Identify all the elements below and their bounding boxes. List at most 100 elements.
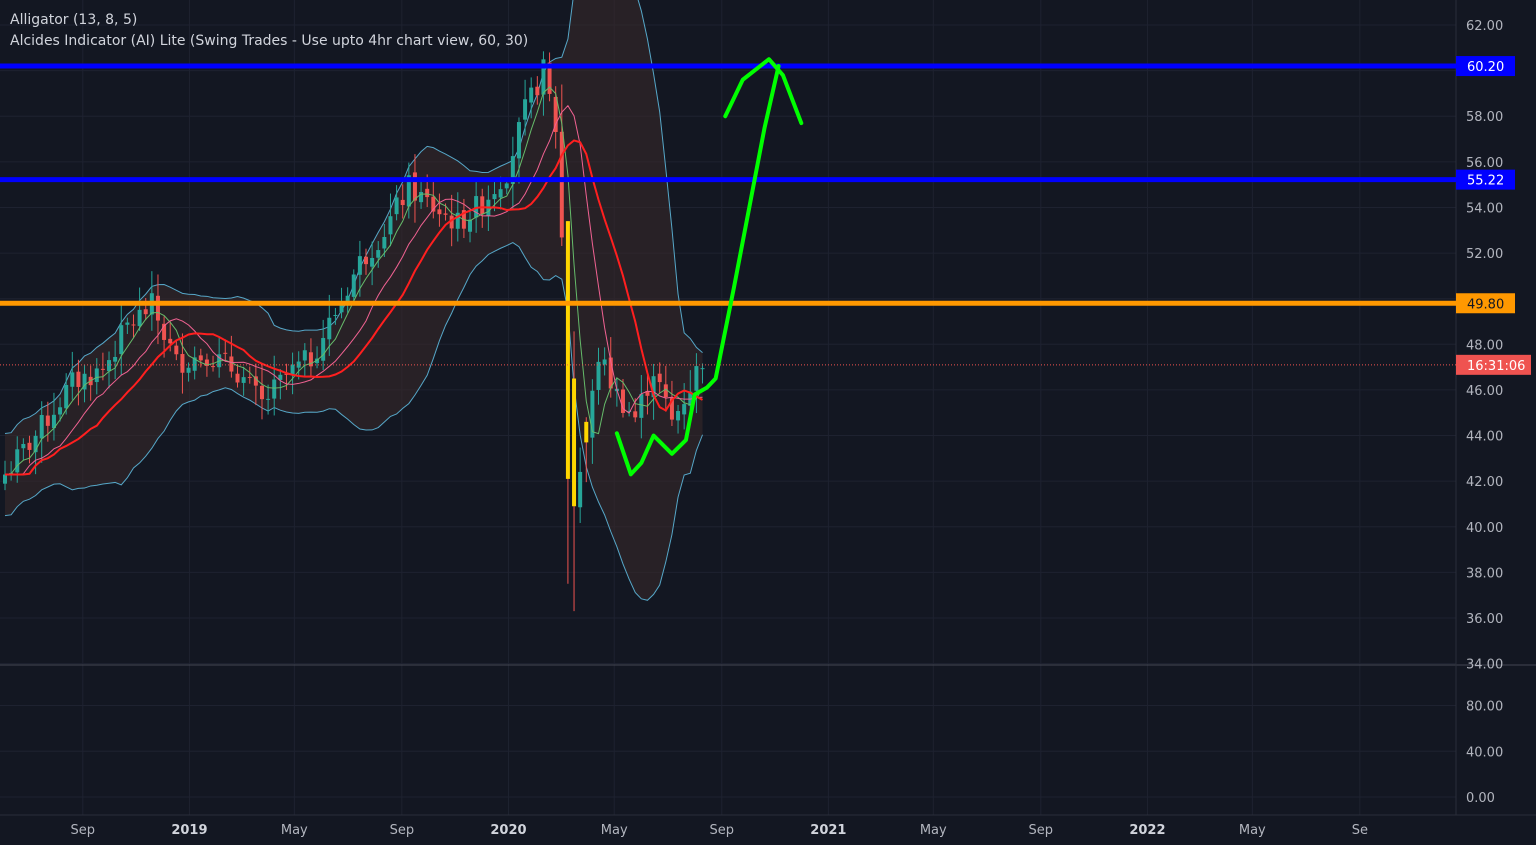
candle-body bbox=[321, 337, 326, 361]
candle-body bbox=[229, 356, 234, 372]
candle-body bbox=[174, 345, 179, 355]
candle-body bbox=[241, 377, 246, 383]
price-tick-label: 44.00 bbox=[1466, 430, 1503, 445]
candle-body bbox=[339, 301, 344, 313]
candle-body bbox=[516, 122, 521, 159]
price-tick-label: 62.00 bbox=[1466, 19, 1503, 34]
date-tick-label: Sep bbox=[710, 823, 735, 838]
candle-body bbox=[131, 324, 136, 326]
candle-body bbox=[27, 442, 32, 450]
date-tick-label: 2021 bbox=[810, 823, 846, 838]
candle-body bbox=[498, 189, 503, 198]
date-tick-label: Sep bbox=[71, 823, 96, 838]
candle-body bbox=[504, 183, 509, 189]
candle-body bbox=[76, 371, 81, 387]
candle-body bbox=[400, 199, 405, 206]
candle-body bbox=[449, 215, 454, 229]
candle-body bbox=[58, 407, 63, 415]
candle-body bbox=[510, 156, 515, 184]
price-tick-label: 46.00 bbox=[1466, 384, 1503, 399]
candle-body bbox=[211, 366, 216, 368]
candle-body bbox=[15, 449, 20, 473]
alligator-jaw bbox=[5, 139, 704, 476]
candle-body bbox=[302, 350, 307, 361]
candle-body bbox=[253, 376, 258, 386]
date-tick-label: 2022 bbox=[1129, 823, 1165, 838]
candle-body bbox=[119, 325, 124, 355]
date-tick-label: Sep bbox=[1029, 823, 1054, 838]
candle-body bbox=[529, 87, 534, 103]
price-tick-label: 38.00 bbox=[1466, 566, 1503, 581]
candle-body bbox=[351, 274, 356, 297]
projection-drawing[interactable] bbox=[614, 57, 804, 477]
candle-body bbox=[590, 390, 595, 438]
candle-body bbox=[168, 338, 173, 344]
candle-body bbox=[345, 295, 350, 303]
price-axis[interactable]: 62.0060.0058.0056.0054.0052.0050.0048.00… bbox=[1456, 19, 1531, 806]
price-tick-label: 56.00 bbox=[1466, 156, 1503, 171]
level-tag bbox=[1456, 169, 1515, 190]
candle-body bbox=[107, 360, 112, 372]
candle-body bbox=[21, 443, 26, 449]
candle-body bbox=[468, 219, 473, 232]
candle-body bbox=[162, 323, 167, 340]
date-tick-label: May bbox=[1239, 823, 1266, 838]
legend-alcides-indicator[interactable]: Alcides Indicator (AI) Lite (Swing Trade… bbox=[10, 33, 529, 49]
candle-body bbox=[406, 175, 411, 207]
candle-body bbox=[125, 322, 130, 325]
candle-body bbox=[523, 99, 528, 120]
candle-body bbox=[308, 352, 313, 367]
candle-body bbox=[82, 373, 87, 390]
candle-body bbox=[186, 367, 191, 373]
date-tick-label: Se bbox=[1352, 823, 1368, 838]
level-tag-label: 49.80 bbox=[1467, 297, 1504, 312]
candle-body bbox=[480, 196, 485, 215]
price-tag-label: 16:31:06 bbox=[1467, 359, 1525, 374]
candle-body bbox=[572, 378, 577, 507]
candle-body bbox=[315, 358, 320, 364]
alligator-teeth bbox=[5, 104, 703, 476]
candle-body bbox=[682, 404, 687, 415]
level-tag bbox=[1456, 56, 1515, 77]
candles bbox=[3, 51, 705, 612]
candle-body bbox=[94, 368, 99, 383]
legend-alligator[interactable]: Alligator (13, 8, 5) bbox=[10, 12, 138, 28]
osc-tick-label: 40.00 bbox=[1466, 745, 1503, 760]
projection-path-arc[interactable] bbox=[723, 57, 804, 126]
candle-body bbox=[553, 96, 558, 133]
candle-body bbox=[370, 257, 375, 267]
price-tick-label: 36.00 bbox=[1466, 612, 1503, 627]
horizontal-levels[interactable] bbox=[0, 63, 1456, 366]
date-tick-label: May bbox=[281, 823, 308, 838]
candle-body bbox=[357, 256, 362, 275]
candle-body bbox=[437, 209, 442, 215]
candle-body bbox=[223, 352, 228, 354]
candle-body bbox=[388, 216, 393, 235]
candle-body bbox=[235, 373, 240, 383]
candle-body bbox=[419, 191, 424, 203]
price-tick-label: 52.00 bbox=[1466, 247, 1503, 262]
candle-body bbox=[247, 376, 252, 378]
candle-body bbox=[180, 354, 185, 373]
candle-body bbox=[443, 213, 448, 215]
date-tick-label: May bbox=[920, 823, 947, 838]
candle-body bbox=[100, 368, 105, 370]
projection-path-up[interactable] bbox=[614, 64, 781, 477]
price-tick-label: 58.00 bbox=[1466, 110, 1503, 125]
candle-body bbox=[541, 59, 546, 95]
candle-body bbox=[669, 398, 674, 420]
candle-body bbox=[33, 435, 38, 453]
candle-body bbox=[382, 236, 387, 249]
time-axis[interactable]: Sep 2019 May Sep 2020 May Sep 2021 May Sep 2022 May… bbox=[71, 823, 1368, 838]
price-tag bbox=[1456, 354, 1531, 375]
candle-body bbox=[663, 384, 668, 398]
candle-body bbox=[700, 368, 705, 370]
candle-body bbox=[259, 385, 264, 400]
candle-body bbox=[676, 411, 681, 421]
date-tick-label: Sep bbox=[390, 823, 415, 838]
candle-body bbox=[639, 394, 644, 418]
candle-body bbox=[596, 361, 601, 390]
candle-body bbox=[474, 196, 479, 218]
